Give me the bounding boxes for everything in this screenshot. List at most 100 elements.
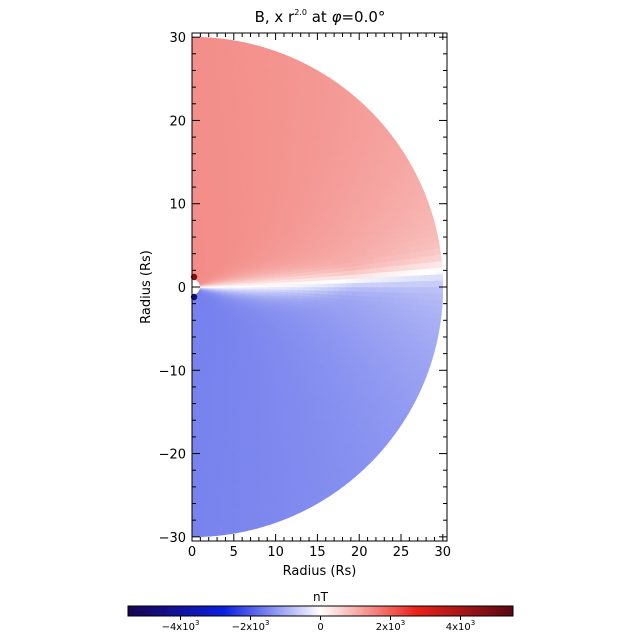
field-cell <box>428 311 436 320</box>
field-cell <box>217 38 226 46</box>
chart-title: B, x r2.0 at φ=0.0° <box>255 8 386 26</box>
field-cell <box>303 283 310 288</box>
field-cell <box>380 301 388 308</box>
field-cell <box>369 281 377 288</box>
field-cell <box>192 103 198 110</box>
field-cell <box>204 121 210 129</box>
field-cell <box>215 50 224 58</box>
field-cell <box>308 289 316 294</box>
field-cell <box>418 286 425 294</box>
field-cell <box>429 305 437 313</box>
field-cell <box>381 281 389 288</box>
field-cell <box>433 247 442 256</box>
field-cell <box>200 115 206 123</box>
field-cell <box>192 61 199 68</box>
field-cell <box>412 286 419 294</box>
y-tick-label: −20 <box>159 448 186 463</box>
field-cell <box>362 300 370 306</box>
field-cell <box>207 481 214 489</box>
x-tick-label: 5 <box>230 545 238 560</box>
field-cell <box>375 291 383 298</box>
field-cell <box>381 276 389 283</box>
field-cell <box>195 121 202 129</box>
field-cell <box>209 517 218 525</box>
field-cell <box>195 421 200 429</box>
field-cell <box>405 297 413 305</box>
field-cell <box>196 481 203 489</box>
x-tick-label: 25 <box>393 545 410 560</box>
field-cell <box>208 499 216 507</box>
field-cell <box>194 175 199 183</box>
field-cell <box>320 293 328 298</box>
field-cell <box>321 286 328 291</box>
field-cell <box>204 37 213 45</box>
field-cell <box>212 80 220 88</box>
field-cell <box>345 290 353 296</box>
field-cell <box>404 309 412 317</box>
field-cell <box>197 55 205 62</box>
field-cell <box>204 523 212 531</box>
field-cell <box>387 281 395 288</box>
colorbar-tick-label: 4x103 <box>446 619 475 633</box>
field-cell <box>351 295 359 301</box>
field-cell <box>202 67 210 75</box>
field-cell <box>196 475 203 483</box>
field-cell <box>192 139 197 147</box>
field-cell <box>296 289 304 294</box>
field-cell <box>206 91 213 99</box>
field-cell <box>197 518 205 525</box>
field-cell <box>192 415 196 423</box>
field-cell <box>203 49 212 57</box>
field-cell <box>206 475 213 483</box>
field-cell <box>195 445 202 453</box>
field-cell <box>192 109 197 117</box>
field-cell <box>201 97 208 105</box>
field-cell <box>363 291 371 297</box>
field-cell <box>194 163 199 171</box>
field-cell <box>405 269 413 277</box>
title-suffix: at <box>307 8 332 26</box>
field-cell <box>375 271 383 278</box>
field-map <box>192 36 444 538</box>
field-cell <box>430 292 437 301</box>
field-cell <box>197 67 204 74</box>
field-cell <box>207 487 215 495</box>
field-cell <box>387 286 395 293</box>
field-cell <box>417 298 425 306</box>
field-cell <box>333 278 341 284</box>
field-cell <box>375 296 383 303</box>
field-cell <box>195 439 201 447</box>
field-cell <box>411 268 419 276</box>
colorbar-tick-label: −4x103 <box>162 619 200 633</box>
field-cell <box>436 280 444 288</box>
field-cell <box>356 299 364 306</box>
colorbar: nT −4x103 −2x103 0 2x103 4x103 <box>127 590 514 633</box>
field-cell <box>417 304 425 312</box>
y-tick-label: 0 <box>178 281 186 296</box>
field-cell <box>393 281 401 288</box>
field-cell <box>200 457 207 465</box>
field-cell <box>200 121 206 129</box>
field-cell <box>192 445 197 453</box>
x-tick-label: 10 <box>267 545 284 560</box>
field-cell <box>423 298 431 306</box>
title-value: =0.0° <box>341 8 385 26</box>
field-cell <box>201 469 208 477</box>
field-cell <box>213 74 221 82</box>
field-cell <box>197 49 205 56</box>
field-cell <box>216 44 225 52</box>
field-cell <box>201 85 209 93</box>
field-cell <box>315 286 322 291</box>
field-cell <box>204 115 211 123</box>
x-tick-label: 0 <box>188 545 196 560</box>
field-cell <box>351 290 359 296</box>
field-cell <box>387 296 395 304</box>
field-cell <box>327 290 334 295</box>
field-cell <box>192 54 199 62</box>
field-cell <box>339 290 347 296</box>
field-cell <box>192 470 198 477</box>
field-cell <box>430 286 438 294</box>
field-cell <box>351 278 359 284</box>
field-cell <box>411 292 419 300</box>
field-cell <box>357 277 365 283</box>
